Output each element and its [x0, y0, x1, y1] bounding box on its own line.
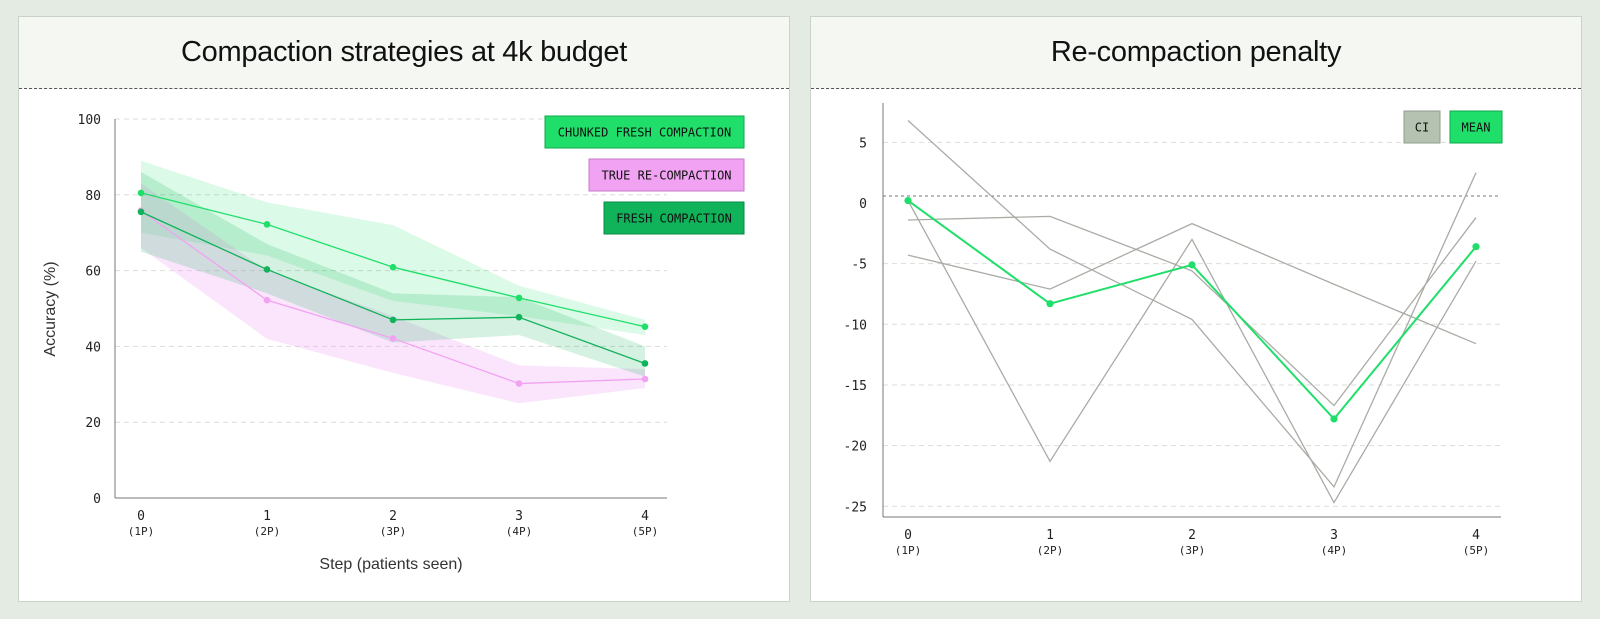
- fresh-compaction-point: [641, 360, 649, 367]
- mean-point: [904, 196, 912, 205]
- fresh-compaction-point: [263, 266, 271, 273]
- y-tick-label: -25: [844, 500, 867, 515]
- x-tick-sublabel: (2P): [1037, 544, 1064, 557]
- mean-point: [1330, 415, 1338, 423]
- mean-line: [907, 199, 1477, 421]
- fresh-compaction-band: [141, 172, 645, 377]
- x-tick-label: 4: [1472, 528, 1480, 543]
- true-re-compaction-point: [515, 380, 523, 387]
- mean-point: [1046, 300, 1054, 308]
- chunked-fresh-compaction-point: [515, 294, 523, 302]
- mean-point: [1472, 243, 1480, 251]
- x-tick-sublabel: (2P): [254, 525, 281, 538]
- y-axis-label: Accuracy (%): [42, 261, 59, 356]
- legend-item-mean: MEAN: [1449, 110, 1503, 144]
- legend-label: MEAN: [1462, 121, 1491, 135]
- ci-line: [907, 200, 1477, 504]
- legend-item-fresh-compaction: FRESH COMPACTION: [603, 201, 745, 235]
- legend-item-ci: CI: [1403, 110, 1441, 144]
- y-tick-label: 0: [859, 197, 867, 212]
- x-tick-sublabel: (4P): [1321, 544, 1348, 557]
- x-tick-sublabel: (5P): [632, 525, 659, 538]
- true-re-compaction-point: [263, 296, 271, 304]
- legend-label: TRUE RE-COMPACTION: [601, 169, 731, 183]
- x-tick-sublabel: (5P): [1463, 544, 1490, 557]
- fresh-compaction-point: [515, 313, 523, 321]
- ci-line: [907, 215, 1477, 407]
- x-tick-label: 0: [904, 528, 912, 543]
- y-tick-label: -5: [851, 258, 867, 273]
- x-tick-label: 2: [1188, 528, 1196, 543]
- ci-line: [907, 222, 1477, 345]
- y-tick-label: 0: [93, 492, 101, 507]
- right-line-chart: 50-5-10-15-20-250(1P)1(2P)2(3P)3(4P)4(5P…: [844, 103, 1503, 557]
- x-tick-sublabel: (3P): [1179, 544, 1206, 557]
- legend-item-chunked-fresh-compaction: CHUNKED FRESH COMPACTION: [544, 115, 745, 149]
- y-tick-label: 60: [85, 265, 101, 280]
- fresh-compaction-point: [389, 316, 397, 324]
- legend-label: CI: [1415, 121, 1429, 135]
- y-tick-label: 20: [85, 416, 101, 431]
- x-tick-sublabel: (1P): [895, 544, 922, 557]
- x-tick-sublabel: (1P): [128, 525, 155, 538]
- right-chart-title: Re-compaction penalty: [1050, 36, 1342, 68]
- x-tick-label: 2: [389, 509, 397, 524]
- chunked-fresh-compaction-point: [641, 323, 649, 330]
- x-tick-label: 3: [1330, 528, 1338, 543]
- chunked-fresh-compaction-point: [263, 221, 271, 228]
- x-tick-sublabel: (3P): [380, 525, 407, 538]
- ci-line: [907, 120, 1477, 489]
- chunked-fresh-compaction-band: [141, 160, 645, 336]
- y-tick-label: -20: [844, 440, 867, 455]
- left-chart-title: Compaction strategies at 4k budget: [180, 36, 627, 68]
- true-re-compaction-point: [389, 335, 397, 342]
- y-tick-label: 5: [859, 136, 867, 151]
- true-re-compaction-point: [641, 375, 649, 383]
- legend-swatch: [544, 115, 745, 149]
- x-tick-label: 0: [137, 509, 145, 524]
- legend-label: CHUNKED FRESH COMPACTION: [558, 126, 731, 140]
- y-tick-label: 40: [85, 340, 101, 355]
- legend-swatch: [603, 201, 745, 235]
- x-tick-label: 1: [1046, 528, 1054, 543]
- left-line-chart: 0204060801000(1P)1(2P)2(3P)3(4P)4(5P)Ste…: [42, 113, 745, 573]
- legend-swatch: [1403, 110, 1441, 144]
- x-tick-label: 1: [263, 509, 271, 524]
- left-chart-header: Compaction strategies at 4k budget: [19, 17, 789, 89]
- y-tick-label: -10: [844, 318, 867, 333]
- x-tick-sublabel: (4P): [506, 525, 533, 538]
- legend-swatch: [1449, 110, 1503, 144]
- x-tick-label: 4: [641, 509, 649, 524]
- right-chart-header: Re-compaction penalty: [811, 17, 1581, 89]
- chunked-fresh-compaction-point: [137, 189, 145, 197]
- mean-point: [1188, 261, 1196, 269]
- legend-item-true-re-compaction: TRUE RE-COMPACTION: [588, 158, 745, 192]
- x-axis-label: Step (patients seen): [319, 556, 462, 573]
- legend-swatch: [588, 158, 745, 192]
- fresh-compaction-point: [137, 208, 145, 216]
- x-tick-label: 3: [515, 509, 523, 524]
- left-chart-panel: Compaction strategies at 4k budget 0 20 40…: [18, 16, 790, 602]
- chunked-fresh-compaction-point: [389, 263, 397, 271]
- y-tick-label: -15: [844, 379, 867, 394]
- right-chart-panel: Re-compaction penalty 5 0 -5 -10 -15 -20 -25 0(…: [810, 16, 1582, 602]
- y-tick-label: 100: [78, 113, 101, 128]
- y-tick-label: 80: [85, 189, 101, 204]
- legend-label: FRESH COMPACTION: [616, 212, 732, 226]
